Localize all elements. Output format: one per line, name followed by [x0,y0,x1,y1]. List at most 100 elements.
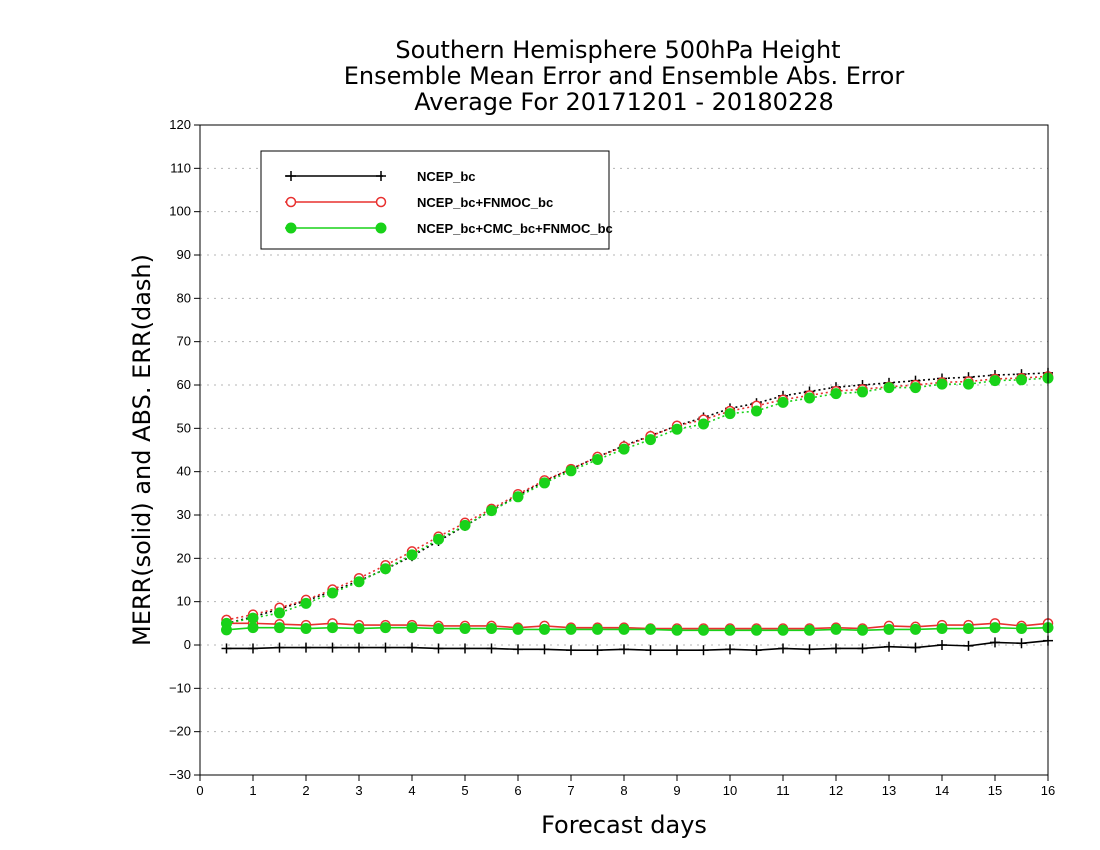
merr-point [910,623,921,635]
merr-point [777,624,789,636]
legend: NCEP_bc NCEP_bc+FNMOC_bc NCEP_bc+CMC_bc+FN… [260,150,613,250]
abs-err-line [226,372,1049,625]
abs-err-point [247,612,259,624]
plot-frame [199,124,1049,776]
merr-point [486,623,497,635]
merr-point [989,622,1001,634]
x-tick-label: 4 [408,783,415,798]
merr-point [778,643,788,654]
abs-err-point [777,396,789,408]
merr-point [353,623,365,635]
merr-point [592,645,603,656]
merr-point [619,644,629,655]
merr-point [274,622,285,634]
x-tick-label: 12 [829,783,843,798]
merr-point [910,642,921,653]
merr-point [883,623,895,635]
y-tick-label: −30 [169,767,191,782]
legend-item: NCEP_bc+CMC_bc+FNMOC_bc [285,221,613,236]
merr-point [936,623,948,635]
abs-err-point [565,465,577,477]
merr-point [380,622,391,634]
merr-point [327,642,338,653]
abs-err-point [830,388,842,400]
x-tick-label: 1 [249,783,256,798]
abs-err-point [406,549,418,561]
legend-marker [285,222,297,234]
legend-box [260,150,610,250]
y-tick-label: 10 [177,594,191,609]
abs-err-point [963,378,974,390]
merr-point [221,624,232,636]
abs-err-point [724,408,736,420]
y-axis-label: MERR(solid) and ABS. ERR(dash) [128,254,156,646]
x-tick-label: 13 [882,783,896,798]
x-tick-label: 14 [935,783,949,798]
y-tick-label: 30 [177,507,191,522]
merr-point [672,645,682,656]
merr-line [226,639,1049,652]
merr-point [247,622,259,634]
abs-err-point [274,607,285,619]
merr-point [698,645,709,656]
abs-err-line [226,377,1049,625]
merr-point [645,623,656,635]
chart-title: Southern Hemisphere 500hPa Height Ensemb… [344,36,905,116]
abs-err-point [459,519,471,531]
y-axis-ticks: −30 −20 −10 0 10 20 30 40 50 60 70 80 90 100 110 120 [169,117,200,782]
abs-err-point [486,505,497,517]
merr-point [460,643,470,654]
y-tick-label: 70 [177,334,191,349]
title-line-3: Average For 20171201 - 20180228 [414,88,834,116]
merr-point [300,623,312,635]
merr-point [751,624,762,636]
merr-point [327,622,338,634]
abs-err-point [936,378,948,390]
merr-point [1016,638,1027,649]
x-tick-label: 0 [196,783,203,798]
merr-point [804,644,815,655]
abs-err-point [512,491,524,503]
x-tick-label: 6 [514,783,521,798]
abs-err-point [327,587,338,599]
merr-point [618,623,630,635]
abs-err-point [1016,374,1027,386]
y-tick-label: −20 [169,724,191,739]
y-tick-label: 40 [177,464,191,479]
merr-point [407,642,417,653]
abs-err-point [433,533,444,545]
merr-point [539,623,550,635]
legend-items: NCEP_bc NCEP_bc+FNMOC_bc NCEP_bc+CMC_bc+FN… [285,169,613,236]
x-tick-label: 15 [988,783,1002,798]
abs-err-point [751,405,762,417]
y-tick-label: −10 [169,680,191,695]
abs-err-point [353,576,365,588]
merr-point [990,637,1000,648]
merr-point [830,623,842,635]
merr-point [221,643,232,654]
legend-marker [286,171,296,181]
abs-err-point [989,375,1001,387]
series-layer [221,367,1054,656]
x-axis-ticks: 0 1 2 3 4 5 6 7 8 9 10 11 12 13 14 15 16 [196,775,1055,798]
y-tick-label: 0 [184,637,191,652]
series-3 [221,372,1054,636]
merr-point [459,623,471,635]
series-1 [221,367,1053,656]
merr-point [963,623,974,635]
abs-err-point [857,386,868,398]
merr-point [751,645,762,656]
legend-marker [285,196,297,208]
abs-err-point [883,382,895,394]
x-tick-label: 16 [1041,783,1055,798]
abs-err-point [804,392,815,404]
legend-marker [375,222,387,234]
merr-point [512,623,524,635]
merr-point [645,645,656,656]
x-tick-label: 10 [723,783,737,798]
x-tick-label: 9 [673,783,680,798]
merr-point [248,643,258,654]
y-tick-label: 60 [177,377,191,392]
merr-point [406,622,418,634]
